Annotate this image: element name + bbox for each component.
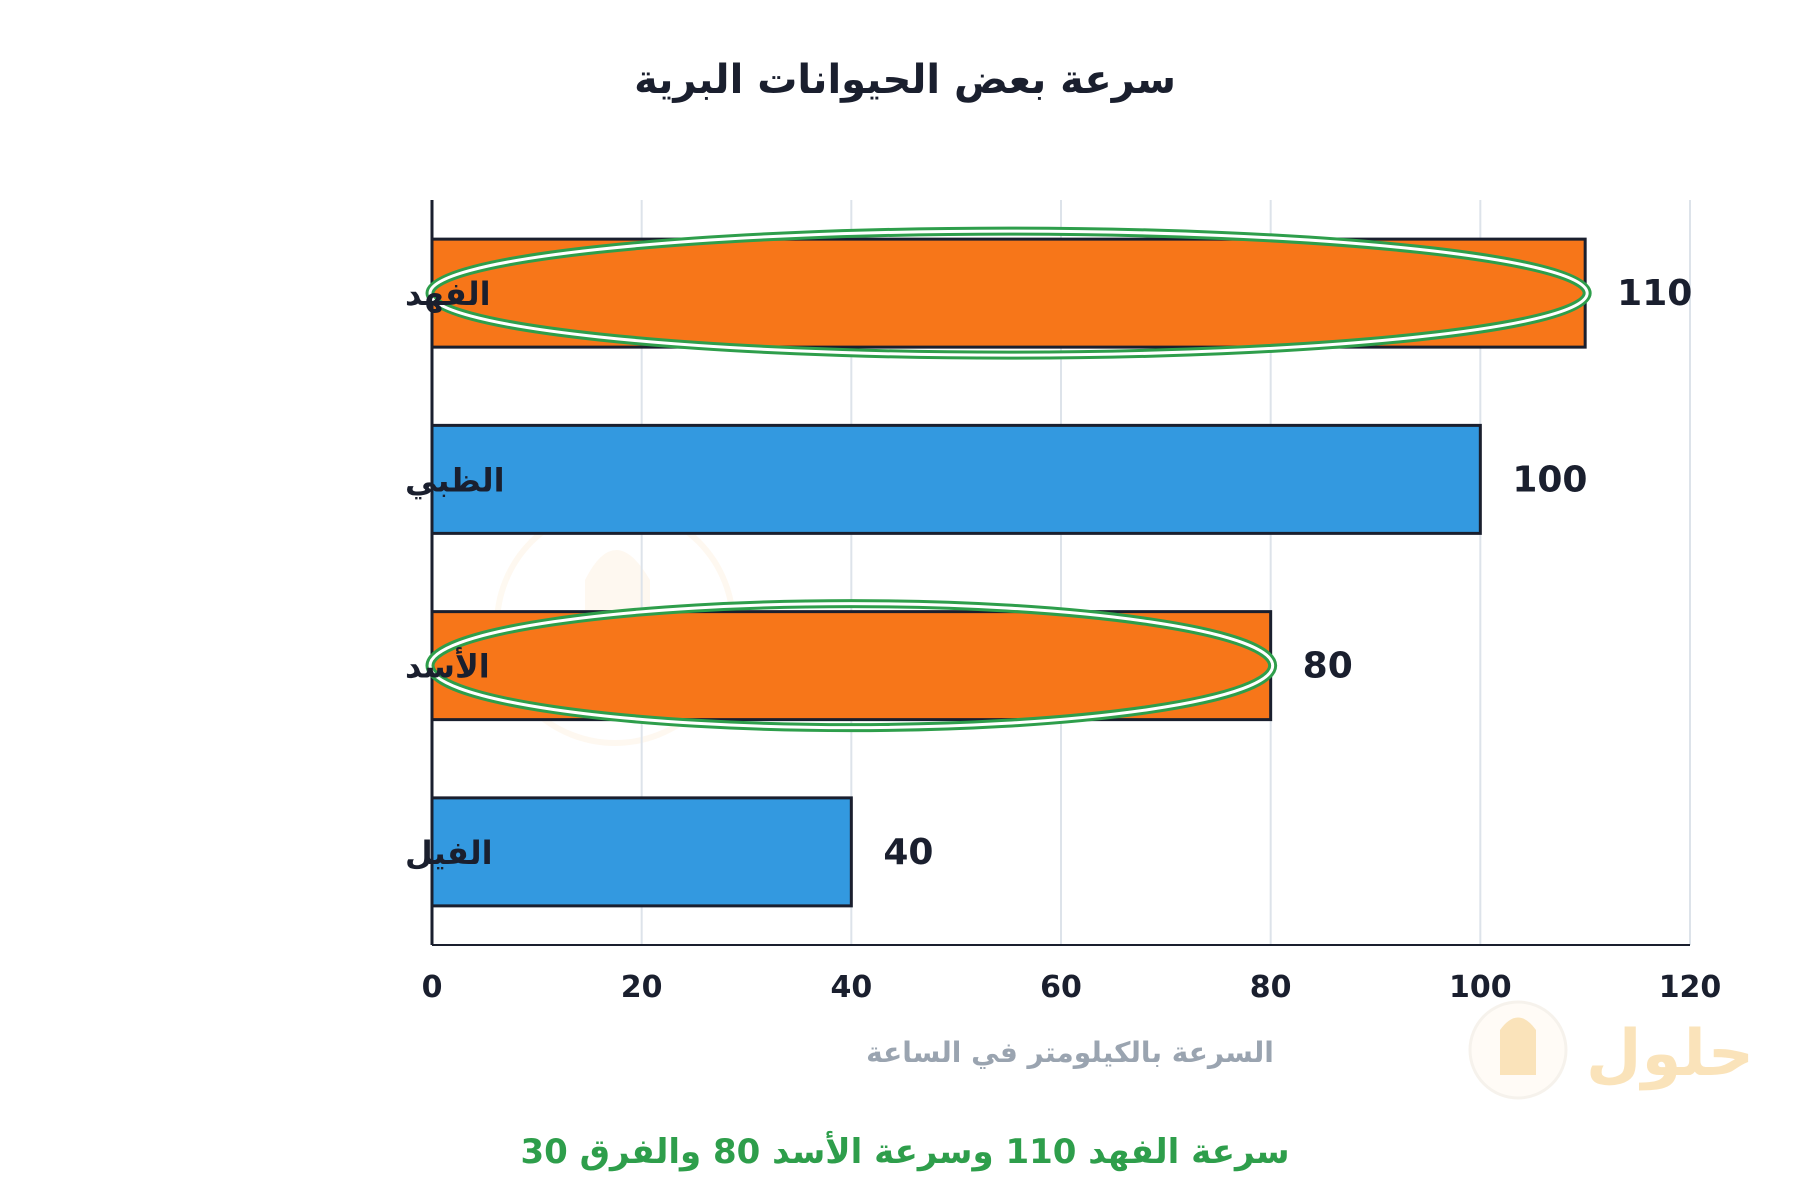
- caption-lion-speed: 80: [713, 1132, 760, 1172]
- category-label: الفهد: [405, 275, 491, 313]
- x-tick-label: 80: [1250, 970, 1292, 1005]
- value-label: 40: [883, 832, 933, 873]
- caption-text: سرعة الفهد 110 وسرعة الأسد 80 والفرق 30: [520, 1130, 1289, 1172]
- value-label: 80: [1303, 646, 1353, 687]
- watermark-logo-text: حلول: [1586, 1017, 1754, 1091]
- x-tick-labels: 0 20 40 60 80 100 120: [422, 970, 1722, 1005]
- bar: [430, 796, 853, 908]
- value-labels: 110 100 80 40: [883, 273, 1692, 873]
- value-label: 100: [1512, 459, 1587, 500]
- watermark-logo: حلول: [1468, 1000, 1754, 1100]
- x-tick-label: 40: [830, 970, 872, 1005]
- x-axis-title: السرعة بالكيلومتر في الساعة: [866, 1036, 1274, 1069]
- category-label: الظبي: [405, 461, 505, 499]
- highlight-ring-inner: [428, 602, 1275, 730]
- category-label: الفيل: [405, 834, 493, 872]
- caption-difference: 30: [520, 1132, 567, 1172]
- category-labels: الفهد الظبي الأسد الفيل: [405, 275, 505, 872]
- x-tick-label: 0: [422, 970, 443, 1005]
- bar: [430, 610, 1273, 722]
- x-tick-label: 100: [1449, 970, 1512, 1005]
- logo-book-icon: [1500, 1017, 1536, 1075]
- bar: [430, 423, 1482, 535]
- value-label: 110: [1617, 273, 1692, 314]
- caption-part-1: سرعة الفهد: [1076, 1132, 1289, 1172]
- caption-cheetah-speed: 110: [1005, 1132, 1076, 1172]
- chart-title: سرعة بعض الحيوانات البرية: [634, 57, 1176, 103]
- highlight-rings: [425, 226, 1592, 733]
- x-tick-label: 60: [1040, 970, 1082, 1005]
- x-tick-label: 20: [621, 970, 663, 1005]
- category-label: الأسد: [405, 647, 490, 686]
- highlight-ring-inner: [428, 229, 1589, 357]
- caption-part-2: وسرعة الأسد: [760, 1130, 1005, 1172]
- x-tick-label: 120: [1659, 970, 1722, 1005]
- caption-part-3: والفرق: [568, 1132, 713, 1172]
- logo-circle-icon: [1468, 1000, 1568, 1100]
- bar: [430, 237, 1587, 349]
